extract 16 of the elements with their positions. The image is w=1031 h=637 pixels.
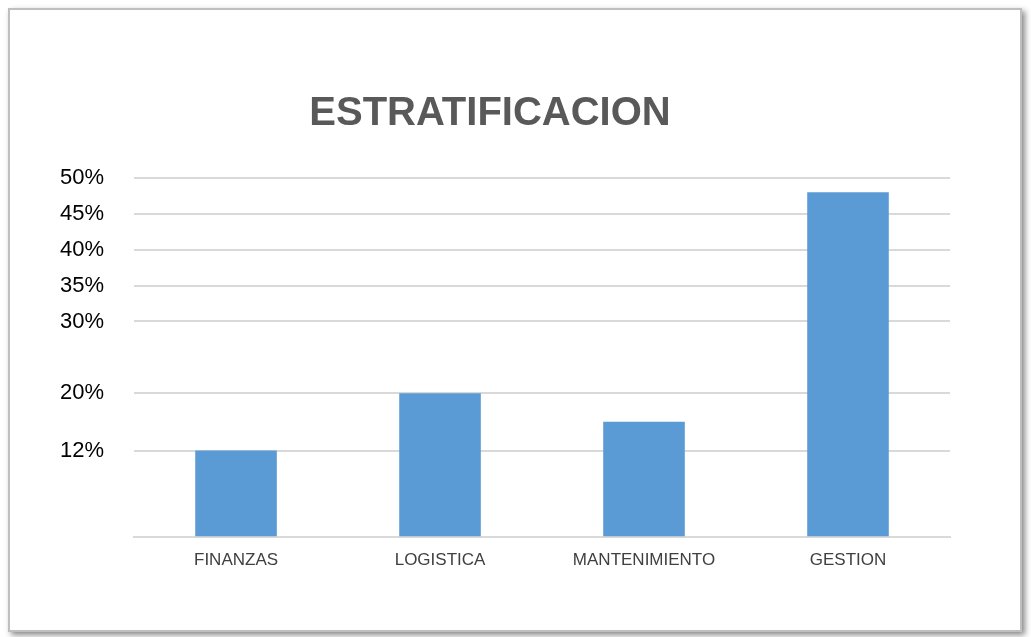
x-tick-label: LOGISTICA <box>394 550 487 570</box>
bar <box>195 450 277 537</box>
chart-title: ESTRATIFICACION <box>309 89 671 134</box>
y-tick-label: 50% <box>59 164 105 190</box>
y-tick-label: 20% <box>59 379 105 405</box>
y-tick-label: 30% <box>59 307 105 333</box>
bar <box>603 421 685 537</box>
x-tick-label: FINANZAS <box>194 550 279 570</box>
bar <box>807 192 889 537</box>
y-tick-label: 35% <box>59 271 105 297</box>
x-tick-label: MANTENIMIENTO <box>572 550 716 570</box>
y-tick-label: 45% <box>59 199 105 225</box>
y-tick-label: 12% <box>59 436 105 462</box>
y-tick-label: 40% <box>59 235 105 261</box>
x-tick-label: GESTION <box>809 550 887 570</box>
bar <box>399 393 481 537</box>
